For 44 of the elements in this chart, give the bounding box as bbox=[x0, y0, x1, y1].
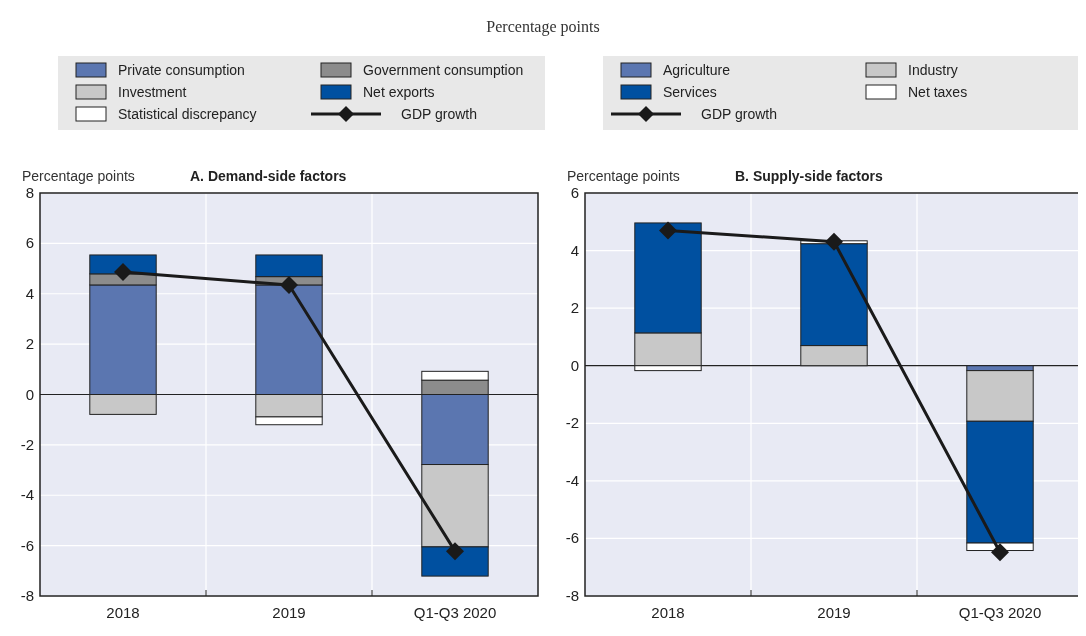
y-tick-label: 0 bbox=[25, 385, 34, 403]
point bbox=[825, 232, 843, 251]
point bbox=[991, 543, 1009, 562]
x-tick-label: 2018 bbox=[651, 604, 685, 621]
y-tick-label: 2 bbox=[570, 299, 579, 317]
point bbox=[446, 542, 464, 561]
y-axis-title: Percentage points bbox=[22, 168, 135, 184]
y-tick-label: -4 bbox=[565, 471, 579, 489]
legend-label: Agriculture bbox=[663, 62, 731, 78]
y-tick-label: -2 bbox=[20, 435, 34, 453]
chart-title: B. Supply-side factors bbox=[735, 168, 884, 184]
legend-label: Net taxes bbox=[908, 84, 968, 100]
legend-label: Private consumption bbox=[118, 62, 245, 78]
y-tick-label: 6 bbox=[570, 184, 579, 201]
x-tick-label: Q1-Q3 2020 bbox=[958, 604, 1042, 621]
y-tick-label: -2 bbox=[565, 414, 579, 432]
y-tick-label: 4 bbox=[25, 284, 34, 302]
y-tick-label: -8 bbox=[20, 587, 34, 604]
y-tick-label: 6 bbox=[25, 234, 34, 252]
x-tick-label: 2019 bbox=[272, 604, 306, 621]
y-tick-label: 8 bbox=[25, 184, 34, 201]
chart-subtitle: Percentage points bbox=[486, 18, 600, 36]
legend-label: Government consumption bbox=[363, 62, 524, 78]
legend-label: Industry bbox=[908, 62, 958, 78]
y-tick-label: 0 bbox=[570, 356, 579, 374]
x-tick-label: Q1-Q3 2020 bbox=[413, 604, 497, 621]
legend-label: Net exports bbox=[363, 84, 435, 100]
legend-label: GDP growth bbox=[401, 106, 477, 122]
y-tick-label: 2 bbox=[25, 335, 34, 353]
y-tick-label: -8 bbox=[565, 587, 579, 604]
y-axis-title: Percentage points bbox=[567, 168, 680, 184]
legend-label: GDP growth bbox=[701, 106, 777, 122]
y-tick-label: -6 bbox=[565, 529, 579, 547]
y-tick-label: -4 bbox=[20, 486, 34, 504]
legend-label: Statistical discrepancy bbox=[118, 106, 257, 122]
legend-label: Services bbox=[663, 84, 717, 100]
chart-title: A. Demand-side factors bbox=[190, 168, 347, 184]
x-tick-label: 2019 bbox=[817, 604, 851, 621]
point bbox=[280, 275, 298, 294]
x-tick-label: 2018 bbox=[106, 604, 140, 621]
y-tick-label: -6 bbox=[20, 536, 34, 554]
legend-label: Investment bbox=[118, 84, 187, 100]
y-tick-label: 4 bbox=[570, 241, 579, 259]
point bbox=[659, 221, 677, 240]
